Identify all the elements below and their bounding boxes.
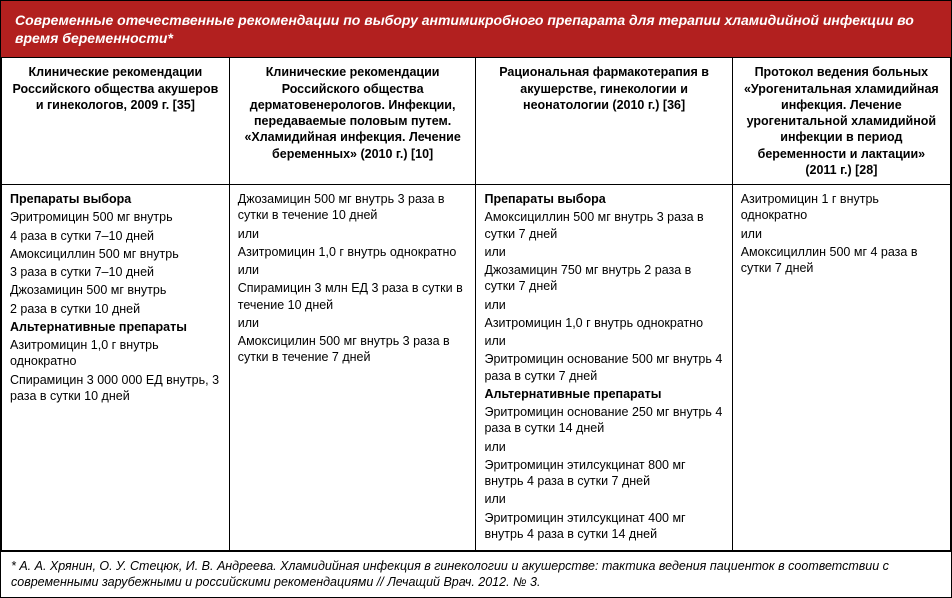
table-row: Препараты выбора Эритромицин 500 мг внутр… (2, 185, 951, 551)
col-header-4: Протокол ведения больных «Урогенитальная… (732, 58, 950, 185)
cell-2: Джозамицин 500 мг внутрь 3 раза в сутки … (229, 185, 476, 551)
cell-1: Препараты выбора Эритромицин 500 мг внутр… (2, 185, 230, 551)
table-header-row: Клинические рекомендации Российского общ… (2, 58, 951, 185)
cell-line: Препараты выбора (10, 191, 221, 207)
cell-line: или (741, 226, 942, 242)
cell-line: или (484, 333, 723, 349)
col-header-3: Рациональная фармакотерапия в акушерстве… (476, 58, 732, 185)
table-title: Современные отечественные рекомендации п… (1, 1, 951, 57)
cell-line: или (238, 315, 468, 331)
cell-line: Азитромицин 1 г внутрь однократно (741, 191, 942, 224)
cell-line: Джозамицин 500 мг внутрь 3 раза в сутки … (238, 191, 468, 224)
cell-line: или (238, 226, 468, 242)
cell-line: Спирамицин 3 000 000 ЕД внутрь, 3 раза в… (10, 372, 221, 405)
cell-line: Эритромицин этилсукцинат 800 мг внутрь 4… (484, 457, 723, 490)
cell-line: 3 раза в сутки 7–10 дней (10, 264, 221, 280)
cell-line: Альтернативные препараты (484, 386, 723, 402)
cell-line: или (484, 297, 723, 313)
cell-line: 2 раза в сутки 10 дней (10, 301, 221, 317)
recommendations-table: Клинические рекомендации Российского общ… (1, 57, 951, 551)
col-header-2: Клинические рекомендации Российского общ… (229, 58, 476, 185)
cell-line: или (484, 439, 723, 455)
cell-3: Препараты выбора Амоксициллин 500 мг внут… (476, 185, 732, 551)
table-container: Современные отечественные рекомендации п… (0, 0, 952, 598)
cell-line: Альтернативные препараты (10, 319, 221, 335)
cell-line: Эритромицин основание 250 мг внутрь 4 ра… (484, 404, 723, 437)
cell-line: или (238, 262, 468, 278)
cell-line: Амоксицилин 500 мг внутрь 3 раза в сутки… (238, 333, 468, 366)
cell-line: или (484, 491, 723, 507)
cell-line: Эритромицин этилсукцинат 400 мг внутрь 4… (484, 510, 723, 543)
cell-line: Амоксициллин 500 мг 4 раза в сутки 7 дне… (741, 244, 942, 277)
cell-line: Спирамицин 3 млн ЕД 3 раза в сутки в теч… (238, 280, 468, 313)
cell-line: Препараты выбора (484, 191, 723, 207)
cell-line: Азитромицин 1,0 г внутрь однократно (484, 315, 723, 331)
cell-line: Джозамицин 500 мг внутрь (10, 282, 221, 298)
cell-line: Азитромицин 1,0 г внутрь однократно (10, 337, 221, 370)
cell-line: Джозамицин 750 мг внутрь 2 раза в сутки … (484, 262, 723, 295)
cell-line: Эритромицин 500 мг внутрь (10, 209, 221, 225)
cell-line: Амоксициллин 500 мг внутрь 3 раза в сутк… (484, 209, 723, 242)
col-header-1: Клинические рекомендации Российского общ… (2, 58, 230, 185)
cell-line: Азитромицин 1,0 г внутрь однократно (238, 244, 468, 260)
cell-line: 4 раза в сутки 7–10 дней (10, 228, 221, 244)
cell-4: Азитромицин 1 г внутрь однократно или Амок… (732, 185, 950, 551)
cell-line: или (484, 244, 723, 260)
cell-line: Эритромицин основание 500 мг внутрь 4 ра… (484, 351, 723, 384)
cell-line: Амоксициллин 500 мг внутрь (10, 246, 221, 262)
